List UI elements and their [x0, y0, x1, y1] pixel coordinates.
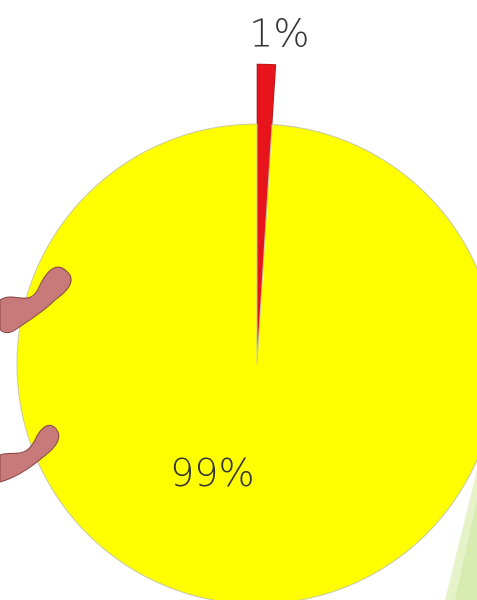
value-label: 99%	[170, 451, 254, 495]
pie-slice	[16, 123, 477, 600]
decor-triangle-inner	[455, 500, 477, 600]
decor-squiggle	[0, 424, 60, 483]
pie	[16, 63, 477, 600]
value-label: 1%	[249, 12, 309, 56]
decor-squiggle	[0, 266, 72, 334]
